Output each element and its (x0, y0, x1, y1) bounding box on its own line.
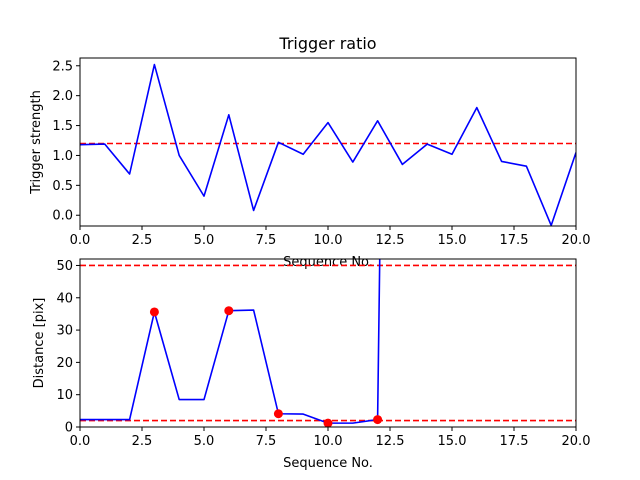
top-x-tick-label: 0.0 (70, 233, 91, 248)
top-x-tick-label: 2.5 (132, 233, 153, 248)
top-x-tick-label: 7.5 (256, 233, 277, 248)
bottom-y-tick-label: 30 (56, 324, 73, 339)
top-y-tick-label: 1.0 (52, 149, 73, 164)
top-x-axis: 0.0 2.5 5.0 7.5 10.0 12.5 15.0 17.5 20.0 (70, 226, 591, 248)
top-y-tick-label: 0.0 (52, 209, 73, 224)
bottom-x-tick-label: 20.0 (562, 434, 591, 449)
top-x-axis-label: Sequence No. (283, 255, 373, 270)
top-y-axis-label: Trigger strength (29, 90, 44, 195)
top-subplot: Trigger ratio 0.0 2.5 5.0 7.5 10.0 12.5 15.0 17… (29, 34, 590, 270)
top-y-tick-label: 1.5 (52, 119, 73, 134)
top-y-tick-label: 0.5 (52, 179, 73, 194)
bottom-x-axis: 0.0 2.5 5.0 7.5 10.0 12.5 15.0 17.5 20.0 (70, 427, 591, 449)
bottom-y-tick-label: 50 (56, 259, 73, 274)
bottom-subplot: 0.0 2.5 5.0 7.5 10.0 12.5 15.0 17.5 20.0 0 10 20 30… (32, 258, 591, 471)
top-x-tick-label: 15.0 (438, 233, 467, 248)
bottom-data-marker (323, 418, 333, 427)
bottom-data-marker (273, 409, 283, 419)
top-x-tick-label: 17.5 (500, 233, 529, 248)
bottom-x-tick-label: 0.0 (70, 434, 91, 449)
bottom-x-tick-label: 15.0 (438, 434, 467, 449)
bottom-x-tick-label: 7.5 (256, 434, 277, 449)
bottom-plot-area (79, 258, 577, 428)
top-x-tick-label: 10.0 (314, 233, 343, 248)
top-y-axis: 0.0 0.5 1.0 1.5 2.0 2.5 (52, 59, 80, 224)
bottom-y-axis: 0 10 20 30 40 50 (56, 259, 80, 436)
top-series-line (80, 63, 576, 226)
top-x-tick-label: 12.5 (376, 233, 405, 248)
bottom-x-tick-label: 5.0 (194, 434, 215, 449)
bottom-x-tick-label: 10.0 (314, 434, 343, 449)
bottom-x-tick-label: 17.5 (500, 434, 529, 449)
top-y-tick-label: 2.0 (52, 89, 73, 104)
top-chart-title: Trigger ratio (278, 34, 376, 53)
bottom-y-axis-label: Distance [pix] (32, 298, 47, 389)
bottom-x-axis-label: Sequence No. (283, 456, 373, 471)
bottom-y-tick-label: 10 (56, 388, 73, 403)
bottom-data-marker (224, 306, 234, 316)
bottom-y-tick-label: 20 (56, 356, 73, 371)
bottom-x-tick-label: 12.5 (376, 434, 405, 449)
bottom-y-tick-label: 40 (56, 291, 73, 306)
top-x-tick-label: 20.0 (562, 233, 591, 248)
top-x-tick-label: 5.0 (194, 233, 215, 248)
bottom-y-tick-label: 0 (65, 421, 73, 436)
bottom-series-line (80, 259, 381, 424)
top-y-tick-label: 2.5 (52, 59, 73, 74)
bottom-data-marker (373, 415, 383, 425)
bottom-data-marker (149, 307, 159, 317)
bottom-x-tick-label: 2.5 (132, 434, 153, 449)
